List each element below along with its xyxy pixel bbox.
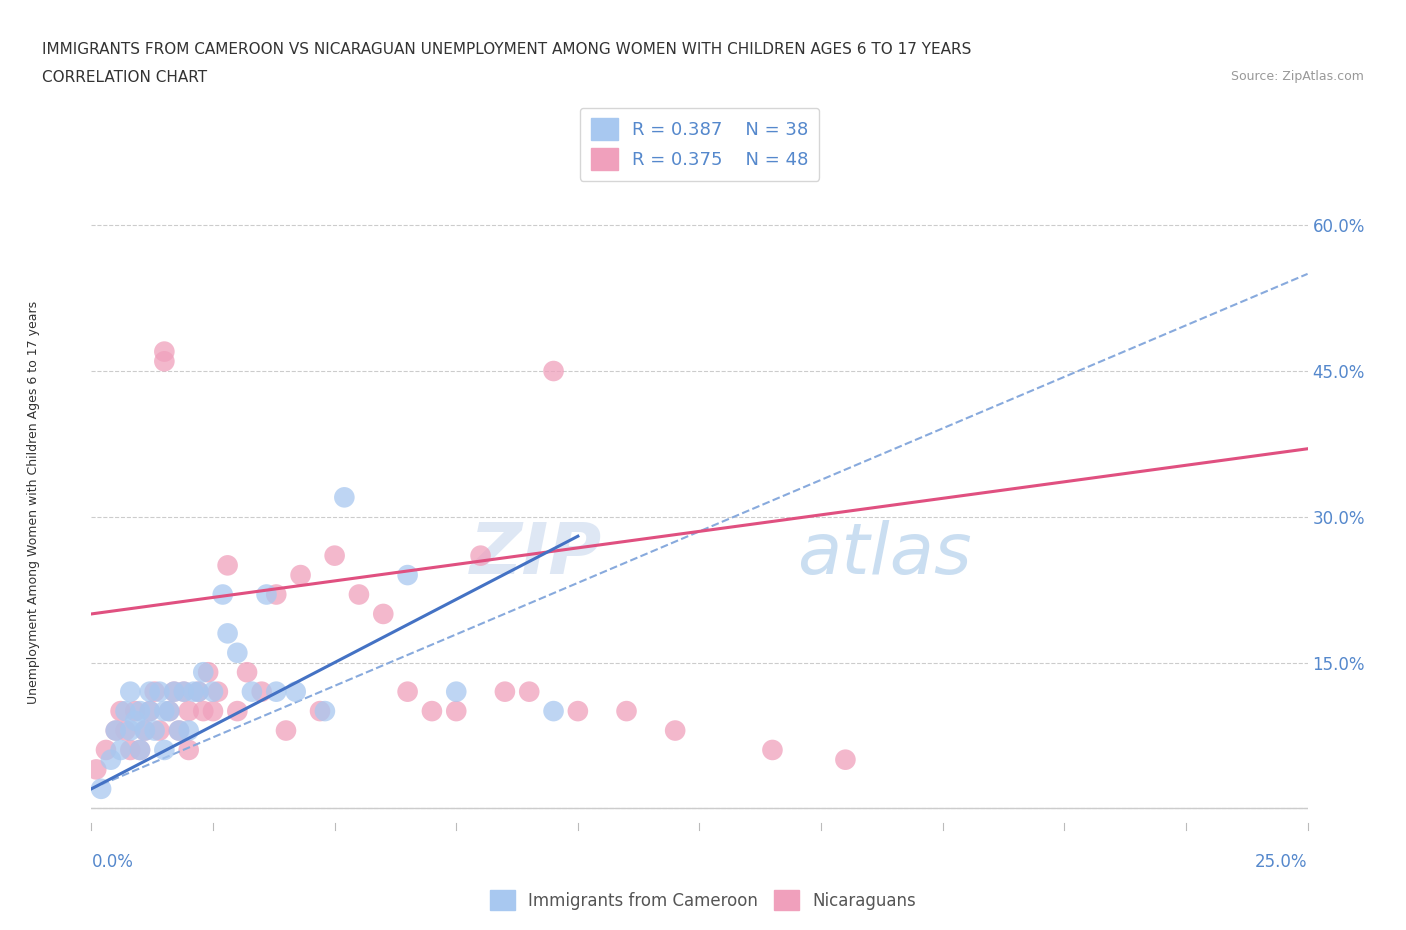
Point [104, 724, 127, 738]
Point [163, 684, 186, 699]
Point [323, 548, 346, 563]
Point [420, 704, 443, 719]
Point [444, 704, 467, 719]
Point [517, 684, 540, 699]
Point [834, 752, 856, 767]
Point [314, 704, 336, 719]
Point [153, 354, 176, 369]
Text: 25.0%: 25.0% [1256, 853, 1308, 870]
Point [114, 704, 136, 719]
Text: 0.0%: 0.0% [91, 853, 134, 870]
Point [202, 704, 225, 719]
Point [120, 684, 142, 699]
Point [470, 548, 492, 563]
Point [114, 724, 136, 738]
Point [173, 684, 195, 699]
Point [664, 724, 686, 738]
Point [157, 704, 180, 719]
Point [309, 704, 332, 719]
Point [84, 762, 107, 777]
Legend: Immigrants from Cameroon, Nicaraguans: Immigrants from Cameroon, Nicaraguans [482, 884, 924, 917]
Point [139, 684, 162, 699]
Point [193, 665, 215, 680]
Point [284, 684, 307, 699]
Point [240, 684, 263, 699]
Point [177, 704, 200, 719]
Text: ZIP: ZIP [470, 520, 602, 589]
Point [333, 490, 356, 505]
Point [264, 684, 287, 699]
Point [396, 684, 419, 699]
Point [139, 704, 162, 719]
Point [373, 606, 395, 621]
Point [226, 704, 249, 719]
Text: Unemployment Among Women with Children Ages 6 to 17 years: Unemployment Among Women with Children A… [27, 300, 39, 704]
Point [143, 724, 166, 738]
Point [129, 742, 152, 757]
Point [124, 704, 146, 719]
Point [217, 558, 239, 573]
Point [236, 665, 259, 680]
Point [120, 742, 142, 757]
Point [250, 684, 273, 699]
Point [153, 704, 176, 719]
Point [226, 645, 249, 660]
Point [173, 684, 195, 699]
Point [396, 567, 419, 582]
Point [153, 742, 176, 757]
Point [148, 724, 170, 738]
Point [110, 742, 132, 757]
Point [444, 684, 467, 699]
Point [347, 587, 370, 602]
Legend: R = 0.387    N = 38, R = 0.375    N = 48: R = 0.387 N = 38, R = 0.375 N = 48 [579, 108, 820, 180]
Point [153, 344, 176, 359]
Point [163, 684, 186, 699]
Point [256, 587, 278, 602]
Point [157, 704, 180, 719]
Point [129, 704, 152, 719]
Point [104, 724, 127, 738]
Point [193, 704, 215, 719]
Point [120, 724, 142, 738]
Point [202, 684, 225, 699]
Text: Source: ZipAtlas.com: Source: ZipAtlas.com [1230, 70, 1364, 83]
Point [616, 704, 638, 719]
Point [494, 684, 516, 699]
Text: IMMIGRANTS FROM CAMEROON VS NICARAGUAN UNEMPLOYMENT AMONG WOMEN WITH CHILDREN AG: IMMIGRANTS FROM CAMEROON VS NICARAGUAN U… [42, 42, 972, 57]
Point [134, 724, 156, 738]
Point [274, 724, 297, 738]
Point [177, 742, 200, 757]
Point [197, 665, 219, 680]
Point [217, 626, 239, 641]
Point [543, 704, 565, 719]
Point [100, 752, 122, 767]
Point [94, 742, 117, 757]
Point [177, 724, 200, 738]
Point [110, 704, 132, 719]
Point [207, 684, 229, 699]
Point [264, 587, 287, 602]
Point [187, 684, 209, 699]
Point [567, 704, 589, 719]
Point [167, 724, 190, 738]
Point [148, 684, 170, 699]
Point [543, 364, 565, 379]
Point [134, 724, 156, 738]
Point [167, 724, 190, 738]
Text: atlas: atlas [797, 520, 972, 589]
Point [90, 781, 112, 796]
Text: CORRELATION CHART: CORRELATION CHART [42, 70, 207, 85]
Point [290, 567, 312, 582]
Point [143, 684, 166, 699]
Point [129, 742, 152, 757]
Point [211, 587, 233, 602]
Point [183, 684, 205, 699]
Point [139, 704, 162, 719]
Point [124, 713, 146, 728]
Point [761, 742, 783, 757]
Point [187, 684, 209, 699]
